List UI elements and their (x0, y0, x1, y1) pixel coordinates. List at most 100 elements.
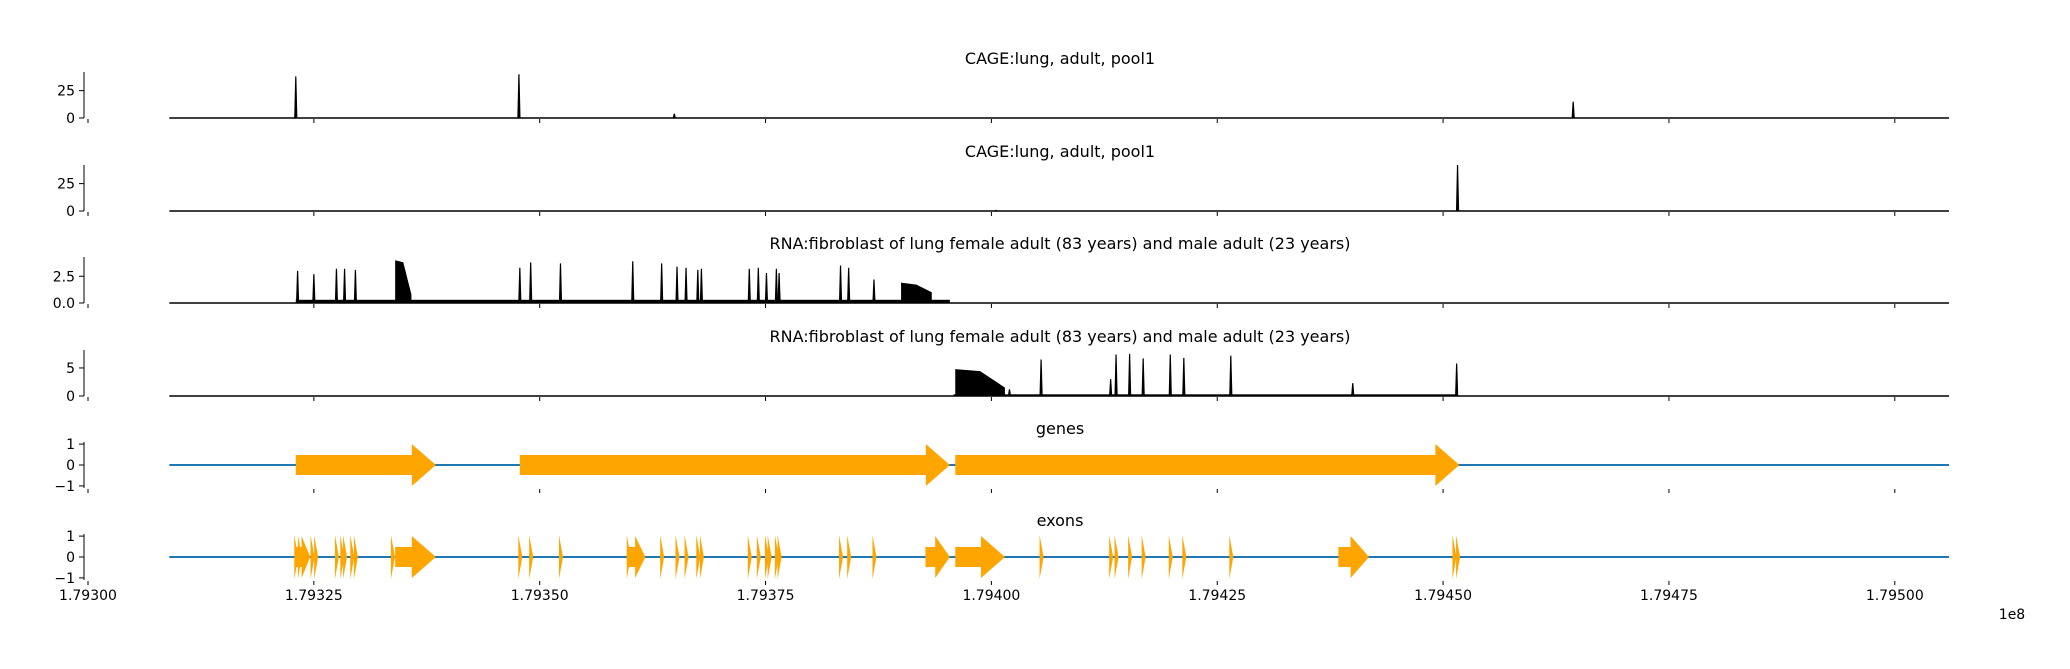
signal-peak (631, 261, 635, 303)
exon-mark (294, 535, 299, 579)
y-tick-label: 0.0 (53, 296, 75, 312)
exon-mark (529, 535, 534, 579)
signal-peak (847, 267, 851, 303)
signal-peak (764, 273, 769, 303)
exon-mark (1039, 535, 1044, 579)
exon-mark (756, 535, 761, 579)
signal-block (395, 260, 412, 303)
track-panel: RNA:fibroblast of lung female adult (83 … (53, 234, 1949, 312)
signal-peak (1109, 379, 1113, 396)
signal-peak (1229, 355, 1233, 396)
exon-mark (684, 535, 689, 579)
exon-arrow (925, 536, 950, 578)
track-title: CAGE:lung, adult, pool1 (965, 142, 1155, 161)
signal-peak (747, 268, 751, 303)
y-tick-label: 25 (57, 84, 75, 100)
signal-peak (529, 262, 533, 303)
signal-peak (353, 269, 358, 303)
exon-mark (518, 535, 523, 579)
signal-peak (342, 268, 347, 303)
track-panel: CAGE:lung, adult, pool1 0 25 (57, 49, 1949, 127)
exon-mark (696, 535, 701, 579)
signal-peak (774, 268, 778, 303)
signal-peak (699, 268, 704, 303)
signal-peak (756, 267, 760, 303)
exon-arrow (295, 536, 311, 578)
exon-mark (334, 535, 339, 579)
signal-peak (696, 269, 700, 303)
signal-peak (518, 267, 522, 303)
exon-mark (839, 535, 844, 579)
track-panel: exons −1 0 1 (54, 511, 1949, 587)
exon-mark (1456, 535, 1461, 579)
y-tick-label: 25 (57, 177, 75, 193)
signal-peak (1571, 101, 1575, 118)
signal-peak (777, 273, 781, 303)
exon-mark (847, 535, 852, 579)
track-panel: RNA:fibroblast of lung female adult (83 … (66, 327, 1949, 405)
exon-mark (699, 535, 704, 579)
signal-peak (334, 268, 339, 303)
exon-mark (314, 535, 319, 579)
signal-peak (1455, 165, 1460, 211)
x-tick-label: 1.79375 (737, 588, 795, 604)
y-tick-label: −1 (54, 479, 75, 495)
exon-arrow (1338, 536, 1370, 578)
exon-mark (1182, 535, 1187, 579)
track-panel: genes −1 0 1 (54, 419, 1949, 495)
x-tick-label: 1.79325 (285, 588, 343, 604)
x-tick-label: 1.79500 (1866, 588, 1924, 604)
exon-mark (675, 535, 680, 579)
x-tick-label: 1.79425 (1188, 588, 1246, 604)
signal-region (953, 394, 1458, 396)
exon-mark (777, 535, 782, 579)
signal-peak (1039, 359, 1043, 396)
y-tick-label: 2.5 (53, 269, 75, 285)
track-title: RNA:fibroblast of lung female adult (83 … (770, 327, 1351, 346)
track-title: exons (1037, 511, 1084, 530)
exon-arrow (955, 536, 1005, 578)
x-offset-label: 1e8 (1999, 607, 2025, 623)
signal-block (955, 369, 1005, 396)
exon-mark (390, 535, 395, 579)
y-tick-label: 0 (66, 204, 75, 220)
y-tick-label: 0 (66, 458, 75, 474)
signal-peak (1007, 389, 1012, 396)
signal-peak (1455, 363, 1459, 396)
exon-mark (747, 535, 752, 579)
signal-peak (872, 279, 876, 303)
exon-mark (1168, 535, 1173, 579)
exon-mark (626, 535, 631, 579)
track-title: RNA:fibroblast of lung female adult (83 … (770, 234, 1351, 253)
signal-peak (1182, 357, 1186, 396)
y-tick-label: 1 (66, 529, 75, 545)
signal-peak (994, 209, 998, 211)
exon-mark (558, 535, 563, 579)
exon-mark (872, 535, 877, 579)
x-tick-label: 1.79300 (59, 588, 117, 604)
exon-mark (1141, 535, 1146, 579)
y-tick-label: 0 (66, 550, 75, 566)
exon-mark (1229, 535, 1234, 579)
exon-arrow (395, 536, 436, 578)
exon-mark (343, 535, 348, 579)
x-tick-label: 1.79350 (511, 588, 569, 604)
signal-peak (838, 265, 843, 303)
y-tick-label: −1 (54, 571, 75, 587)
signal-peak (312, 274, 316, 303)
exon-mark (764, 535, 769, 579)
signal-peak (295, 270, 300, 303)
exon-mark (774, 535, 779, 579)
gene-arrow (295, 444, 436, 486)
signal-peak (660, 263, 664, 303)
signal-region (295, 299, 950, 303)
exon-mark (1128, 535, 1133, 579)
x-tick-label: 1.79450 (1414, 588, 1472, 604)
exon-mark (340, 535, 345, 579)
exon-mark (1114, 535, 1119, 579)
gene-arrow (519, 444, 950, 486)
signal-peak (675, 266, 679, 303)
exon-mark (1452, 535, 1457, 579)
